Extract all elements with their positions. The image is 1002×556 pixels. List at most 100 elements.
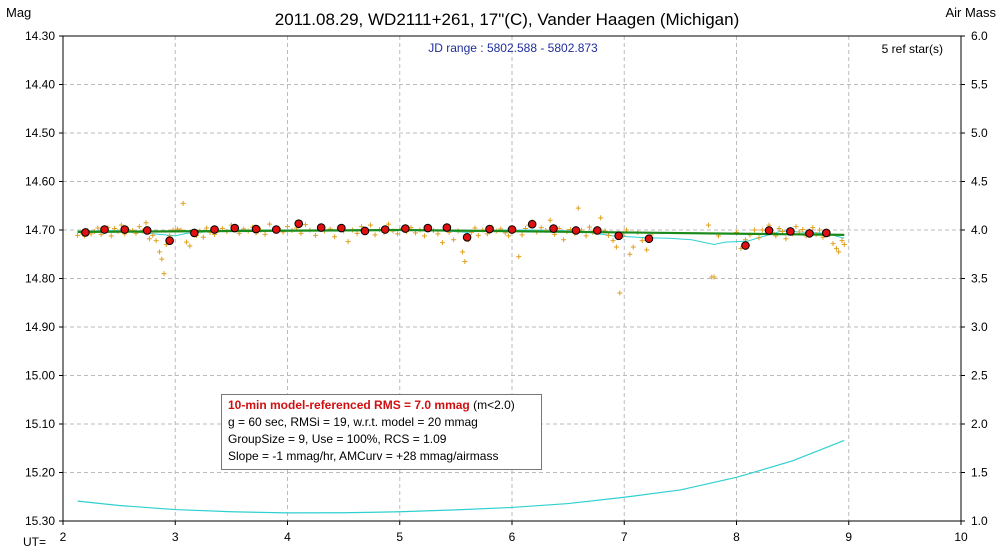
raw-point [302, 222, 308, 228]
stats-box: 10-min model-referenced RMS = 7.0 mmag (… [221, 394, 542, 470]
y-right-tick-label: 1.5 [971, 466, 988, 480]
binned-point [165, 236, 174, 245]
binned-point [337, 223, 346, 233]
raw-point [118, 222, 124, 228]
raw-point [783, 236, 789, 242]
binned-point [442, 223, 452, 232]
raw-point [372, 232, 378, 238]
y-right-tick-label: 5.0 [971, 126, 988, 140]
binned-point [251, 224, 261, 234]
model-line [77, 228, 845, 236]
binned-point [190, 228, 199, 238]
binned-point [271, 225, 281, 234]
y-left-tick-label: 15.10 [25, 417, 55, 431]
left-axis-title: Mag [6, 5, 31, 20]
binned-point [764, 226, 774, 235]
raw-point [161, 271, 167, 277]
raw-point [354, 230, 360, 236]
y-left-tick-label: 14.90 [25, 320, 55, 334]
binned-point [644, 234, 654, 244]
raw-point [421, 233, 427, 239]
raw-point [547, 217, 553, 223]
chart-title: 2011.08.29, WD2111+261, 17"(C), Vander H… [275, 10, 740, 29]
binned-point [380, 225, 390, 234]
y-right-tick-label: 1.0 [971, 514, 988, 528]
binned-point [507, 225, 517, 234]
raw-point [285, 224, 290, 230]
raw-point [630, 244, 636, 250]
raw-point [313, 232, 319, 238]
raw-point [751, 227, 757, 233]
raw-point [180, 200, 186, 206]
raw-point [187, 243, 193, 249]
binned-point [401, 224, 410, 233]
raw-point [841, 242, 847, 248]
binned-point [593, 226, 602, 235]
x-tick-label: 8 [733, 530, 740, 544]
raw-point [298, 230, 304, 236]
raw-point [613, 244, 619, 250]
y-right-tick-label: 4.0 [971, 223, 988, 237]
raw-point [108, 233, 114, 239]
binned-point [571, 226, 581, 235]
binned-point [294, 219, 304, 228]
raw-point [75, 232, 81, 238]
jd-range-label: JD range : 5802.588 - 5802.873 [428, 41, 598, 55]
raw-points-layer [75, 200, 847, 296]
raw-point [617, 290, 623, 296]
binned-point [81, 228, 90, 237]
x-tick-label: 3 [172, 530, 179, 544]
raw-point [830, 241, 836, 247]
raw-point [627, 251, 633, 257]
raw-point [800, 227, 806, 233]
y-right-tick-label: 2.0 [971, 417, 988, 431]
binned-point [100, 225, 109, 234]
raw-point [460, 249, 466, 255]
x-axis-title: UT= [23, 535, 46, 549]
raw-point [711, 274, 717, 280]
raw-point [200, 234, 206, 240]
raw-point [639, 238, 645, 244]
binned-point [549, 224, 558, 233]
raw-point [204, 225, 210, 231]
rms-condition: (m<2.0) [469, 398, 515, 412]
binned-point [210, 225, 219, 234]
raw-point [839, 238, 845, 244]
raw-point [575, 205, 581, 211]
y-left-tick-label: 15.20 [25, 466, 55, 480]
y-left-tick-label: 15.00 [25, 369, 55, 383]
raw-point [598, 215, 604, 221]
raw-point [462, 259, 468, 265]
ticks: 14.30 14.40 14.50 14.60 14.70 14.80 14.90 15.00… [25, 29, 988, 544]
raw-point [561, 237, 567, 243]
raw-point [159, 256, 165, 262]
raw-point [516, 254, 522, 260]
binned-point [230, 223, 240, 233]
raw-point [153, 238, 159, 244]
y-right-tick-label: 5.5 [971, 78, 988, 92]
y-left-tick-label: 15.30 [25, 514, 55, 528]
binned-point [120, 225, 130, 234]
stats-line-1: 10-min model-referenced RMS = 7.0 mmag (… [228, 397, 535, 414]
raw-point [776, 226, 782, 232]
y-right-tick-label: 4.5 [971, 175, 988, 189]
raw-point [756, 235, 762, 241]
raw-point [644, 247, 650, 253]
raw-point [395, 231, 401, 237]
stats-line-2: g = 60 sec, RMSi = 19, w.r.t. model = 20… [228, 415, 478, 429]
binned-point [360, 226, 370, 236]
x-tick-label: 7 [621, 530, 628, 544]
raw-point [143, 220, 149, 226]
raw-point [606, 232, 612, 238]
y-left-tick-label: 14.80 [25, 272, 55, 286]
raw-point [833, 245, 839, 251]
x-tick-label: 6 [509, 530, 516, 544]
y-right-tick-label: 3.5 [971, 272, 988, 286]
raw-point [136, 224, 142, 230]
raw-point [183, 239, 189, 245]
raw-point [583, 233, 589, 239]
model-line-layer [77, 228, 845, 236]
y-left-tick-label: 14.60 [25, 175, 55, 189]
binned-point [527, 219, 537, 229]
binned-point [423, 223, 433, 233]
